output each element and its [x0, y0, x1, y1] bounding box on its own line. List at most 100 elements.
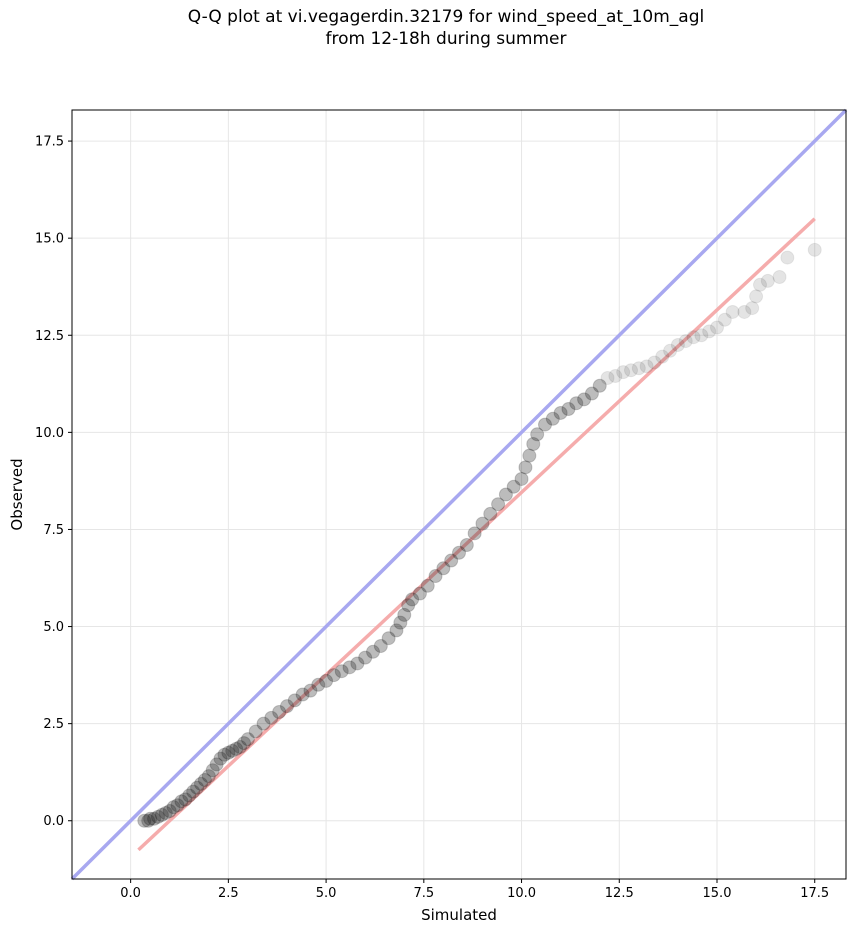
data-point: [538, 417, 552, 432]
data-point: [151, 809, 165, 824]
y-tick-label: 2.5: [43, 717, 64, 732]
data-point: [311, 677, 326, 692]
data-point: [553, 405, 568, 420]
x-tick-label: 12.5: [605, 886, 634, 901]
x-tick-label: 2.5: [218, 886, 239, 901]
data-point: [459, 537, 474, 552]
data-point: [737, 304, 752, 319]
x-axis-label: Simulated: [421, 906, 497, 924]
data-point: [358, 650, 373, 665]
axis-ticks: 0.0 2.5 5.0 7.5 10.0 12.5 15.0 17.5 0.0 2.5 5.0 7.5…: [35, 135, 829, 901]
data-point: [158, 805, 173, 820]
data-point: [137, 813, 152, 828]
data-point: [373, 638, 388, 653]
data-point: [428, 569, 443, 584]
data-point: [342, 660, 357, 675]
data-point: [467, 526, 482, 541]
data-point: [280, 699, 294, 714]
data-point: [663, 343, 678, 358]
data-point: [205, 763, 220, 778]
data-point: [491, 497, 506, 512]
fit-line: [137, 217, 816, 852]
data-point: [178, 792, 193, 807]
data-point: [272, 704, 287, 719]
x-tick-label: 0.0: [120, 886, 141, 901]
data-points: [137, 242, 822, 828]
data-point: [256, 716, 271, 731]
data-point: [584, 386, 599, 401]
data-point: [201, 769, 216, 784]
data-point: [624, 363, 638, 378]
data-point: [209, 757, 224, 772]
y-tick-label: 12.5: [35, 329, 64, 344]
x-tick-label: 5.0: [316, 886, 337, 901]
data-point: [631, 361, 646, 376]
chart-title-line-1: Q-Q plot at vi.vegagerdin.32179 for wind…: [187, 7, 705, 27]
data-point: [233, 739, 248, 754]
data-point: [197, 772, 212, 787]
y-axis-label: Observed: [8, 458, 26, 530]
data-point: [194, 776, 208, 791]
data-point: [334, 664, 349, 679]
data-point: [366, 644, 380, 659]
data-point: [577, 392, 592, 407]
grid: [72, 110, 846, 879]
data-point: [526, 437, 541, 452]
data-point: [522, 448, 537, 463]
data-point: [639, 359, 654, 374]
y-tick-label: 5.0: [43, 620, 64, 635]
data-point: [760, 273, 775, 288]
data-point: [389, 623, 404, 638]
data-point: [420, 578, 435, 593]
data-point: [401, 598, 416, 613]
x-tick-label: 10.0: [507, 886, 536, 901]
data-point: [186, 784, 201, 799]
data-point: [240, 732, 255, 747]
chart-title-line-2: from 12-18h during summer: [325, 29, 567, 49]
data-point: [248, 724, 263, 739]
reference-lines: [70, 108, 848, 881]
data-point: [147, 811, 162, 826]
chart-title: Q-Q plot at vi.vegagerdin.32179 for wind…: [0, 6, 856, 50]
data-point: [452, 545, 466, 560]
data-point: [221, 745, 236, 760]
data-point: [545, 411, 560, 426]
data-point: [475, 516, 490, 531]
data-point: [616, 365, 631, 380]
x-tick-label: 17.5: [800, 886, 829, 901]
data-point: [141, 813, 156, 828]
data-point: [530, 427, 545, 442]
data-point: [397, 607, 412, 622]
plot-frame: [71, 109, 847, 880]
data-point: [213, 751, 228, 766]
data-point: [807, 242, 822, 257]
data-point: [655, 349, 670, 364]
data-point: [319, 673, 334, 688]
data-point: [569, 396, 584, 411]
x-tick-label: 7.5: [413, 886, 434, 901]
data-point: [498, 487, 513, 502]
data-point: [381, 631, 396, 646]
y-tick-label: 15.0: [35, 232, 64, 247]
identity-line: [70, 108, 848, 881]
y-tick-label: 10.0: [35, 426, 64, 441]
data-point: [506, 479, 521, 494]
data-point: [170, 798, 185, 813]
data-point: [162, 804, 177, 819]
data-point: [166, 800, 181, 815]
data-point: [780, 250, 795, 265]
data-point: [717, 312, 732, 327]
data-point: [647, 355, 662, 370]
data-point: [694, 328, 709, 343]
data-point: [710, 320, 724, 335]
data-point: [295, 687, 310, 702]
data-point: [436, 561, 451, 576]
data-point: [174, 794, 189, 809]
data-point: [190, 780, 205, 795]
data-point: [326, 668, 341, 683]
data-point: [702, 324, 717, 339]
data-point: [393, 615, 408, 630]
data-point: [264, 710, 279, 725]
data-point: [600, 370, 615, 385]
